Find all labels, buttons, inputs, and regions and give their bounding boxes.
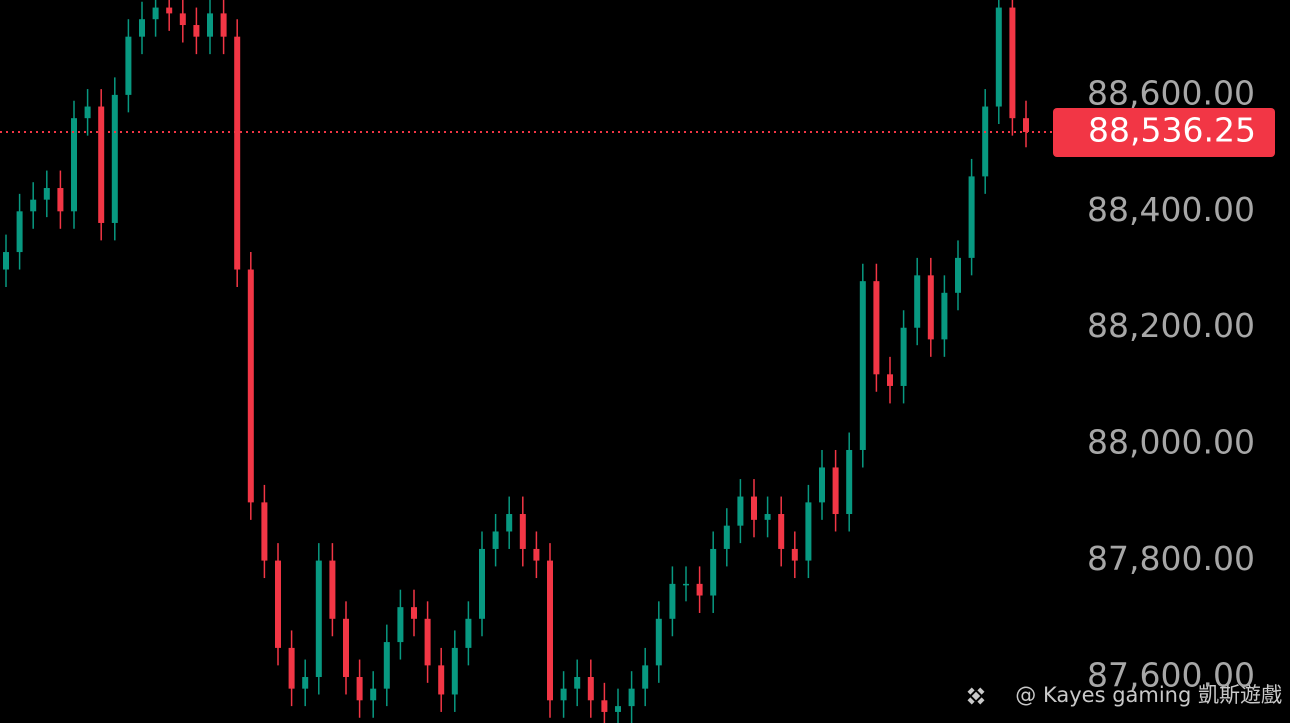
candle-body xyxy=(71,118,77,212)
candle-body xyxy=(914,275,921,328)
candle-body xyxy=(302,677,309,689)
candle-body xyxy=(615,706,621,712)
candle-body xyxy=(628,688,635,707)
candle-body xyxy=(832,467,839,515)
candle-body xyxy=(261,502,268,561)
y-tick-label: 88,000.00 xyxy=(1087,423,1255,462)
candle-body xyxy=(370,688,377,701)
candle-body xyxy=(778,514,785,549)
candle-body xyxy=(1023,118,1029,132)
watermark: @ Kayes gaming 凱斯遊戲 xyxy=(1015,683,1282,707)
candle-body xyxy=(125,36,132,95)
candle-body xyxy=(982,106,989,177)
candle-body xyxy=(560,688,567,701)
candle-body xyxy=(819,467,825,503)
candle-body xyxy=(57,188,64,212)
candle-body xyxy=(642,665,649,689)
candle-body xyxy=(955,257,961,293)
watermark-icon xyxy=(967,687,985,705)
candle-body xyxy=(152,7,159,20)
candle-body xyxy=(900,327,907,386)
candle-body xyxy=(247,269,254,503)
candle-body xyxy=(411,607,417,619)
candle-body xyxy=(84,106,91,119)
current-price-tag xyxy=(1053,107,1275,157)
candle-body xyxy=(207,13,213,37)
candle-body xyxy=(587,677,594,701)
candle-body xyxy=(655,618,662,666)
candle-body xyxy=(139,19,145,37)
candle-body xyxy=(397,607,404,643)
candle-body xyxy=(383,642,390,689)
candle-body xyxy=(3,252,9,270)
candle-body xyxy=(424,618,431,666)
candle-body xyxy=(465,618,472,648)
candle-body xyxy=(315,560,322,678)
candle-body xyxy=(220,13,227,37)
candle-body xyxy=(751,496,757,520)
y-tick-label: 88,400.00 xyxy=(1087,190,1255,229)
candle-body xyxy=(288,647,295,689)
y-tick-label: 87,600.00 xyxy=(1087,656,1255,695)
candle-body xyxy=(574,677,581,689)
candle-body xyxy=(995,7,1002,107)
candle-body xyxy=(519,514,526,549)
candle-body xyxy=(887,374,893,386)
candle-body xyxy=(696,583,703,596)
candle-body xyxy=(438,665,445,695)
candle-body xyxy=(43,188,50,200)
candle-body xyxy=(873,281,880,375)
candle-body xyxy=(492,531,499,549)
candle-body xyxy=(98,106,105,223)
candle-body xyxy=(601,700,608,712)
candle-body xyxy=(16,211,23,253)
candle-body xyxy=(927,275,934,340)
candle-body xyxy=(805,502,812,561)
candle-body xyxy=(723,525,730,549)
candle-body xyxy=(30,199,37,212)
candle-body xyxy=(859,281,866,450)
candle-body xyxy=(179,13,186,26)
candle-body xyxy=(479,548,485,619)
current-price-label: 88,536.25 xyxy=(1088,110,1256,149)
candle-body xyxy=(329,560,336,619)
candle-body xyxy=(166,7,173,14)
candle-body xyxy=(451,647,458,695)
candle-body xyxy=(234,36,241,270)
candle-body xyxy=(533,548,540,561)
candle-body xyxy=(669,583,676,619)
candle-body xyxy=(275,560,281,648)
candle-body xyxy=(343,618,349,678)
y-tick-label: 88,200.00 xyxy=(1087,306,1255,345)
candle-body xyxy=(846,449,853,515)
candle-body xyxy=(683,583,689,586)
candle-body xyxy=(764,514,771,520)
candle-body xyxy=(791,548,798,561)
candle-body xyxy=(941,292,948,340)
candle-body xyxy=(356,677,363,701)
candle-body xyxy=(1009,7,1016,119)
y-tick-label: 87,800.00 xyxy=(1087,539,1255,578)
candle-body xyxy=(111,94,118,223)
candle-body xyxy=(710,548,717,596)
candle-body xyxy=(737,496,744,526)
candle-body xyxy=(506,514,513,532)
candle-body xyxy=(547,560,553,701)
candle-body xyxy=(968,176,975,258)
candle-body xyxy=(193,25,200,37)
y-tick-label: 88,600.00 xyxy=(1087,73,1255,112)
